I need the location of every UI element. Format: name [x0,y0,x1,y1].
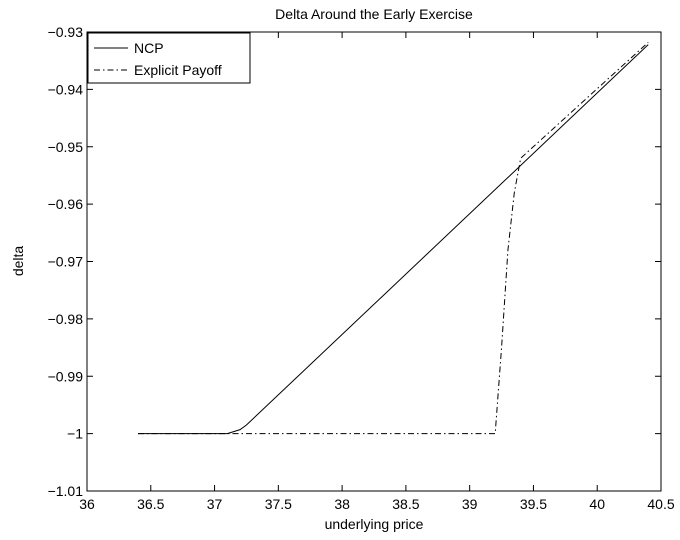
chart-title: Delta Around the Early Exercise [275,6,473,22]
y-tick-label: −0.99 [48,368,84,384]
x-tick-label: 39 [462,496,478,512]
y-tick-label: −1 [67,426,83,442]
series-line-explicit-payoff [138,41,649,435]
y-tick-label: −1.01 [48,483,84,499]
series-layer [138,41,649,435]
x-tick-label: 37 [207,496,223,512]
x-axis-label: underlying price [325,516,424,532]
y-tick-label: −0.97 [48,254,84,270]
y-tick-label: −0.95 [48,139,84,155]
y-tick-label: −0.98 [48,311,84,327]
y-axis-label: delta [10,246,26,277]
plot-area: 36 36.5 37 37.5 38 38.5 39 39.5 40 40.5 −1.01 −1 −0… [48,24,675,512]
x-tick-label: 36 [79,496,95,512]
x-tick-label: 36.5 [137,496,164,512]
y-axis-ticks: −1.01 −1 −0.99 −0.98 −0.97 −0.96 −0.95 −0.94 −0.… [48,24,661,499]
x-tick-label: 38 [334,496,350,512]
x-tick-label: 40 [589,496,605,512]
series-line-ncp [138,44,649,435]
x-tick-label: 38.5 [392,496,419,512]
x-tick-label: 39.5 [520,496,547,512]
y-tick-label: −0.93 [48,24,84,40]
x-axis-ticks: 36 36.5 37 37.5 38 38.5 39 39.5 40 40.5 [79,32,675,512]
plot-frame [86,31,662,492]
x-tick-label: 40.5 [647,496,674,512]
x-tick-label: 37.5 [265,496,292,512]
legend-label-ncp: NCP [134,40,164,56]
y-tick-label: −0.96 [48,196,84,212]
legend-box [87,32,251,84]
y-tick-label: −0.94 [48,81,84,97]
legend: NCP Explicit Payoff [87,32,251,84]
legend-label-explicit-payoff: Explicit Payoff [134,62,222,78]
